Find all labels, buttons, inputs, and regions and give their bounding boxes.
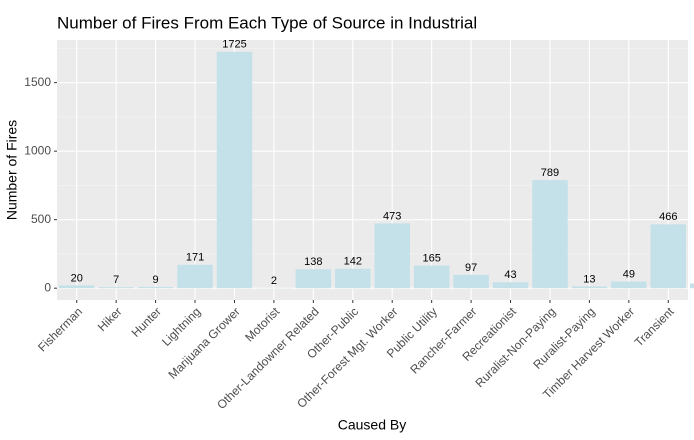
y-tick-label: 1000: [24, 143, 51, 157]
x-tick-label: Hunter: [129, 304, 164, 339]
bar: [532, 180, 568, 289]
value-label: 9: [153, 274, 159, 286]
bar: [58, 285, 95, 289]
value-label: 165: [422, 252, 440, 264]
y-tick-label: 0: [44, 280, 51, 294]
value-label: 49: [623, 268, 635, 280]
bar: [295, 269, 332, 289]
x-tick-label: Transient: [632, 304, 677, 349]
panel: [57, 40, 688, 300]
bar: [216, 51, 253, 289]
bar: [177, 264, 213, 289]
value-label: 13: [583, 273, 595, 285]
bar: [335, 268, 371, 289]
value-label: 466: [659, 211, 677, 223]
y-axis-label: Number of Fires: [4, 120, 20, 220]
bar: [689, 283, 694, 289]
value-label: 138: [304, 256, 322, 268]
bar: [650, 224, 687, 289]
bar: [453, 274, 489, 289]
value-label: 171: [186, 252, 204, 264]
y-tick-label: 500: [31, 212, 51, 226]
x-tick-label: Fisherman: [35, 304, 85, 354]
bar: [571, 286, 608, 289]
value-label: 142: [344, 256, 362, 268]
bar: [611, 281, 647, 289]
chart-title: Number of Fires From Each Type of Source…: [57, 13, 477, 32]
y-tick-label: 1500: [24, 75, 51, 89]
x-tick-label: Hiker: [95, 304, 125, 334]
value-label: 473: [383, 210, 401, 222]
value-label: 20: [71, 272, 83, 284]
bar: [492, 282, 529, 289]
x-axis-label: Caused By: [338, 417, 406, 433]
value-label: 7: [113, 274, 119, 286]
value-label: 2: [271, 275, 277, 287]
value-label: 97: [465, 262, 477, 274]
bar: [374, 223, 410, 289]
bar: [413, 265, 450, 289]
bar: [98, 287, 134, 289]
bar: [137, 286, 174, 289]
value-label: 1725: [222, 39, 246, 51]
x-tick-label: Marijuana Grower: [165, 304, 242, 381]
value-label: 789: [541, 167, 559, 179]
value-label: 43: [504, 269, 516, 281]
